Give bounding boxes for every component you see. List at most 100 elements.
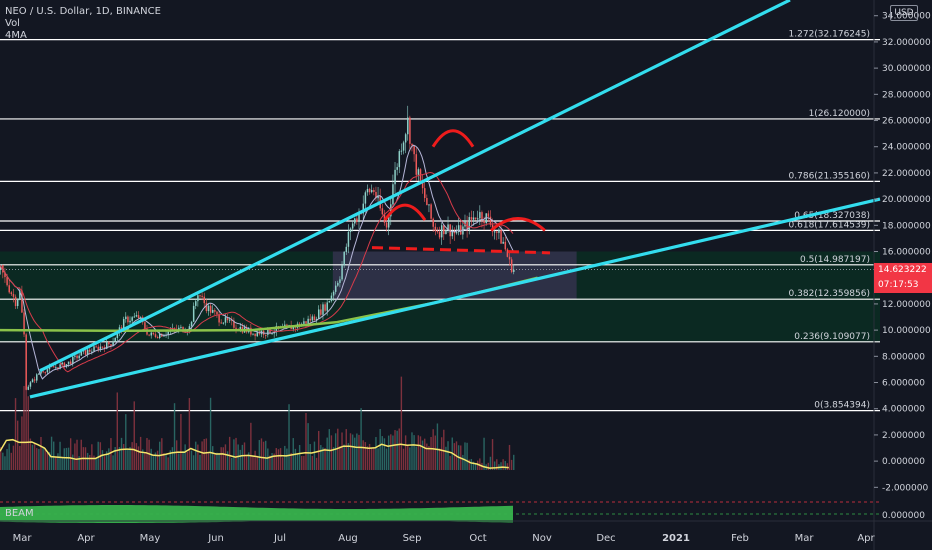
candle-body bbox=[209, 305, 212, 313]
time-tick-label: Oct bbox=[469, 533, 486, 544]
price-tick-label: 6.000000 bbox=[882, 379, 925, 389]
candle-body bbox=[436, 231, 439, 233]
candle-body bbox=[122, 319, 125, 330]
candle-body bbox=[203, 296, 206, 304]
volume-bar bbox=[0, 447, 2, 470]
fib-level-label: 0.786(21.355160) bbox=[789, 171, 870, 181]
candle-body bbox=[341, 265, 343, 280]
volume-bar bbox=[53, 441, 55, 470]
fib-level-label: 0.5(14.987197) bbox=[800, 255, 870, 265]
volume-bar bbox=[150, 448, 152, 470]
fib-level-label: 0.618(17.614539) bbox=[789, 220, 870, 230]
volume-bar bbox=[366, 446, 369, 470]
volume-bar bbox=[320, 445, 322, 470]
fib-level-label: 0.236(9.109077) bbox=[794, 332, 870, 342]
volume-bar bbox=[468, 459, 470, 470]
candle-body bbox=[59, 364, 61, 369]
volume-bar bbox=[101, 450, 104, 470]
ma-label[interactable]: 4MA bbox=[5, 30, 27, 41]
volume-bar bbox=[271, 453, 273, 470]
candle-body bbox=[167, 331, 169, 335]
volume-bar bbox=[326, 437, 328, 470]
volume-bar bbox=[182, 450, 184, 470]
candle-body bbox=[46, 369, 49, 373]
candle-body bbox=[390, 204, 392, 217]
volume-bar bbox=[296, 454, 299, 470]
volume-bar bbox=[288, 404, 290, 470]
candle-body bbox=[337, 282, 339, 286]
candle-body bbox=[91, 351, 93, 353]
candle-body bbox=[114, 338, 116, 342]
candle-body bbox=[502, 241, 504, 244]
beam-indicator-label[interactable]: BEAM bbox=[5, 508, 34, 519]
candle-body bbox=[112, 341, 114, 347]
left-shoulder-arc bbox=[383, 203, 427, 221]
time-tick-label: 2021 bbox=[662, 533, 690, 544]
volume-bar bbox=[214, 454, 216, 470]
candle-body bbox=[57, 367, 59, 369]
time-tick-label: Apr bbox=[77, 533, 95, 544]
volume-bar bbox=[508, 444, 511, 470]
volume-bar bbox=[394, 430, 396, 470]
time-tick-label: Jul bbox=[273, 533, 286, 544]
volume-bar bbox=[462, 454, 464, 470]
time-tick-label: Sep bbox=[403, 533, 422, 544]
candle-body bbox=[93, 346, 95, 352]
volume-bar bbox=[315, 457, 318, 470]
volume-bar bbox=[269, 455, 271, 470]
candle-body bbox=[434, 226, 437, 232]
volume-bar bbox=[368, 443, 371, 470]
candle-body bbox=[61, 362, 63, 365]
volume-bar bbox=[362, 440, 364, 470]
volume-bar bbox=[146, 438, 148, 470]
candle-body bbox=[220, 322, 222, 324]
candle-body bbox=[95, 346, 97, 348]
candle-body bbox=[349, 228, 352, 233]
candle-body bbox=[411, 143, 413, 146]
candle-body bbox=[108, 341, 110, 345]
volume-bar bbox=[245, 455, 248, 470]
volume-bar bbox=[328, 429, 330, 470]
volume-bar bbox=[38, 448, 40, 470]
candle-body bbox=[307, 318, 309, 324]
candle-body bbox=[265, 334, 267, 336]
volume-bar bbox=[222, 447, 224, 470]
volume-bar bbox=[500, 462, 502, 470]
candle-body bbox=[224, 317, 227, 323]
currency-badge[interactable]: USD bbox=[890, 5, 918, 21]
candle-body bbox=[226, 317, 229, 321]
candle-body bbox=[324, 304, 326, 311]
beam-oscillator bbox=[0, 505, 513, 523]
symbol-title[interactable]: NEO / U.S. Dollar, 1D, BINANCE bbox=[5, 6, 161, 17]
volume-bar bbox=[27, 396, 29, 470]
volume-bar bbox=[8, 443, 10, 470]
current-price: 14.623222 bbox=[878, 264, 927, 275]
volume-bar bbox=[195, 441, 197, 470]
volume-bar bbox=[322, 447, 324, 470]
volume-bar bbox=[443, 429, 445, 470]
candle-body bbox=[214, 309, 216, 312]
volume-bar bbox=[489, 456, 492, 470]
volume-bar bbox=[57, 453, 59, 470]
candle-body bbox=[29, 382, 32, 387]
volume-label[interactable]: Vol bbox=[5, 18, 20, 29]
volume-bar bbox=[440, 437, 443, 470]
candle-body bbox=[311, 316, 314, 321]
volume-bar bbox=[330, 435, 333, 470]
candle-body bbox=[97, 346, 100, 351]
candle-body bbox=[190, 321, 193, 327]
volume-bar bbox=[226, 451, 229, 470]
volume-bar bbox=[419, 436, 422, 470]
volume-bar bbox=[86, 452, 89, 470]
price-tick-label: 0.000000 bbox=[882, 457, 925, 467]
candle-body bbox=[443, 225, 445, 235]
current-price-badge: 14.623222 07:17:53 bbox=[874, 262, 932, 293]
candle-body bbox=[447, 224, 449, 231]
candle-body bbox=[305, 321, 307, 324]
volume-bar bbox=[436, 423, 439, 470]
candle-body bbox=[252, 333, 254, 335]
fib-level-label: 1.272(32.176245) bbox=[789, 30, 870, 40]
volume-bar bbox=[10, 452, 12, 470]
candle-body bbox=[14, 296, 17, 307]
